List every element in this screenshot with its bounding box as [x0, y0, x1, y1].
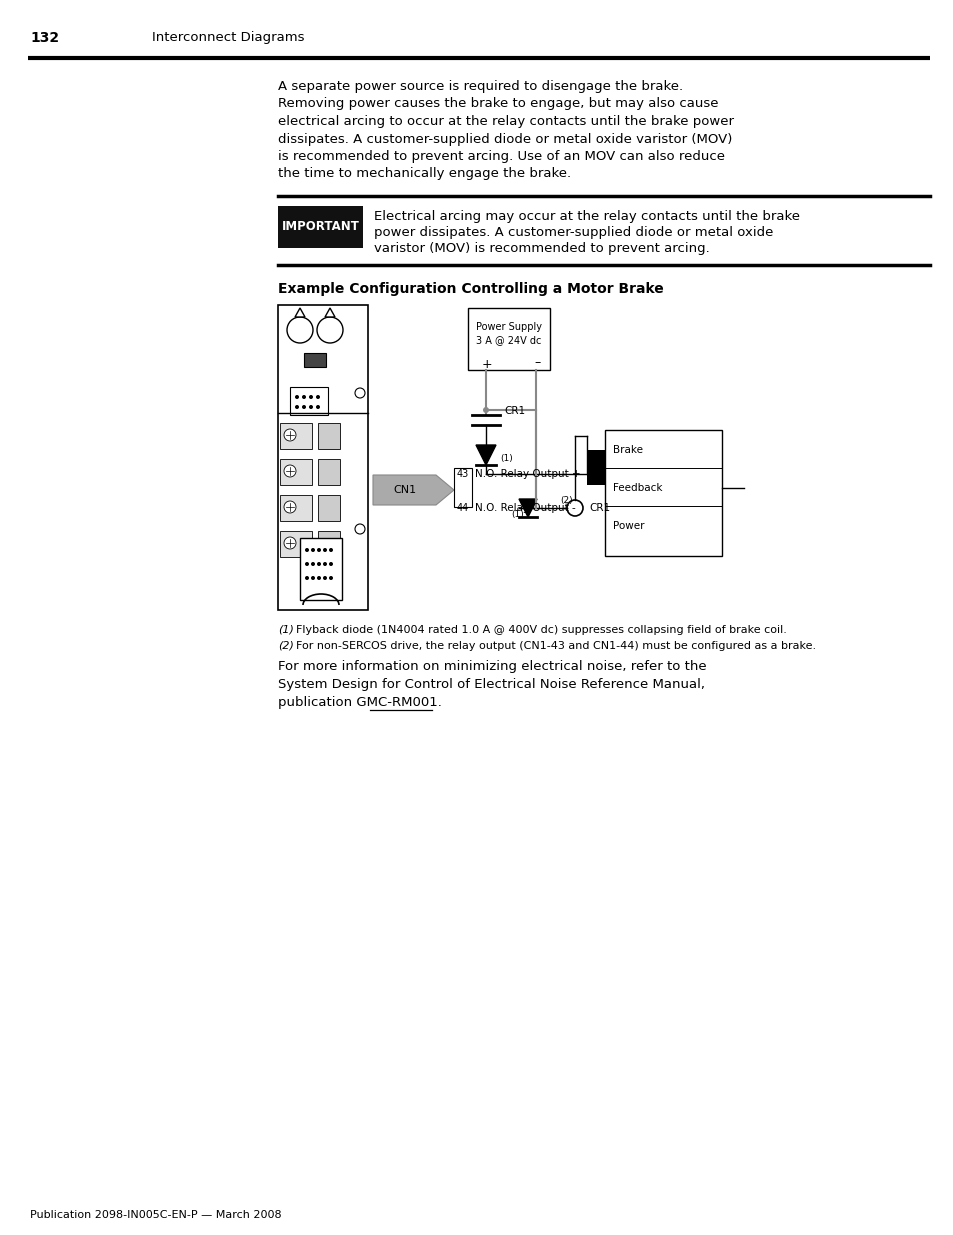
Text: For non-SERCOS drive, the relay output (CN1-43 and CN1-44) must be configured as: For non-SERCOS drive, the relay output (… [295, 641, 815, 651]
Circle shape [305, 562, 309, 566]
Text: (2): (2) [559, 495, 572, 505]
Text: 3 A @ 24V dc: 3 A @ 24V dc [476, 335, 541, 345]
Circle shape [305, 576, 309, 580]
Text: (2): (2) [277, 641, 294, 651]
Circle shape [355, 388, 365, 398]
Circle shape [284, 501, 295, 513]
Text: the time to mechanically engage the brake.: the time to mechanically engage the brak… [277, 168, 571, 180]
Bar [317, 424, 339, 450]
Bar [299, 538, 341, 600]
Polygon shape [518, 499, 537, 517]
Bar [604, 430, 721, 556]
Circle shape [316, 576, 320, 580]
Text: Brake: Brake [613, 445, 642, 454]
Bar [280, 495, 312, 521]
Bar [317, 531, 339, 557]
Circle shape [302, 405, 306, 409]
Circle shape [294, 405, 298, 409]
Polygon shape [373, 475, 454, 505]
Text: CR1: CR1 [503, 406, 524, 416]
Circle shape [323, 576, 327, 580]
Text: Interconnect Diagrams: Interconnect Diagrams [152, 32, 304, 44]
Text: Example Configuration Controlling a Motor Brake: Example Configuration Controlling a Moto… [277, 282, 663, 296]
Circle shape [294, 395, 298, 399]
Circle shape [355, 524, 365, 534]
Text: System Design for Control of Electrical Noise Reference Manual,: System Design for Control of Electrical … [277, 678, 704, 692]
Text: Electrical arcing may occur at the relay contacts until the brake: Electrical arcing may occur at the relay… [374, 210, 800, 224]
Text: Removing power causes the brake to engage, but may also cause: Removing power causes the brake to engag… [277, 98, 718, 110]
Polygon shape [294, 308, 305, 317]
Text: publication GMC-RM001.: publication GMC-RM001. [277, 697, 441, 709]
Circle shape [302, 395, 306, 399]
Text: N.O. Relay Output +: N.O. Relay Output + [475, 469, 580, 479]
Text: Publication 2098-IN005C-EN-P — March 2008: Publication 2098-IN005C-EN-P — March 200… [30, 1210, 281, 1220]
Circle shape [316, 317, 343, 343]
Circle shape [323, 562, 327, 566]
Text: is recommended to prevent arcing. Use of an MOV can also reduce: is recommended to prevent arcing. Use of… [277, 149, 724, 163]
Bar [280, 459, 312, 485]
Bar [468, 308, 550, 370]
Text: IMPORTANT: IMPORTANT [281, 221, 359, 233]
Text: Flyback diode (1N4004 rated 1.0 A @ 400V dc) suppresses collapsing field of brak: Flyback diode (1N4004 rated 1.0 A @ 400V… [295, 625, 786, 635]
Text: For more information on minimizing electrical noise, refer to the: For more information on minimizing elect… [277, 659, 706, 673]
Circle shape [311, 576, 314, 580]
Circle shape [329, 548, 333, 552]
Circle shape [284, 429, 295, 441]
Circle shape [311, 562, 314, 566]
Circle shape [323, 548, 327, 552]
Bar [586, 450, 604, 485]
Bar [277, 206, 363, 248]
Polygon shape [325, 308, 335, 317]
Text: Power: Power [613, 521, 644, 531]
Circle shape [316, 548, 320, 552]
Text: electrical arcing to occur at the relay contacts until the brake power: electrical arcing to occur at the relay … [277, 115, 733, 128]
Text: +: + [481, 357, 492, 370]
Text: –: – [534, 357, 539, 369]
Text: (1): (1) [511, 510, 523, 520]
Circle shape [309, 405, 313, 409]
Bar [280, 531, 312, 557]
Circle shape [316, 562, 320, 566]
Text: 43: 43 [456, 469, 469, 479]
Text: dissipates. A customer-supplied diode or metal oxide varistor (MOV): dissipates. A customer-supplied diode or… [277, 132, 732, 146]
Circle shape [309, 395, 313, 399]
Circle shape [305, 548, 309, 552]
Bar [454, 468, 472, 508]
Circle shape [284, 466, 295, 477]
Text: varistor (MOV) is recommended to prevent arcing.: varistor (MOV) is recommended to prevent… [374, 242, 709, 254]
Text: Power Supply: Power Supply [476, 322, 541, 332]
Bar [304, 353, 326, 367]
Circle shape [311, 548, 314, 552]
Text: 44: 44 [456, 503, 469, 513]
Text: Feedback: Feedback [613, 483, 661, 493]
Text: power dissipates. A customer-supplied diode or metal oxide: power dissipates. A customer-supplied di… [374, 226, 773, 240]
Text: CN1: CN1 [393, 485, 416, 495]
Polygon shape [476, 445, 496, 466]
Text: CR1: CR1 [588, 503, 610, 513]
Circle shape [329, 576, 333, 580]
Circle shape [284, 537, 295, 550]
Text: (1): (1) [277, 625, 294, 635]
Text: (1): (1) [499, 454, 512, 463]
Text: A separate power source is required to disengage the brake.: A separate power source is required to d… [277, 80, 682, 93]
Bar [317, 495, 339, 521]
Circle shape [287, 317, 313, 343]
Bar [317, 459, 339, 485]
Circle shape [566, 500, 582, 516]
Text: 132: 132 [30, 31, 59, 44]
Circle shape [315, 395, 319, 399]
Text: N.O. Relay Output -: N.O. Relay Output - [475, 503, 576, 513]
Bar [277, 305, 368, 610]
Circle shape [329, 562, 333, 566]
Circle shape [315, 405, 319, 409]
Bar [290, 387, 328, 415]
Bar [280, 424, 312, 450]
Circle shape [482, 408, 489, 412]
